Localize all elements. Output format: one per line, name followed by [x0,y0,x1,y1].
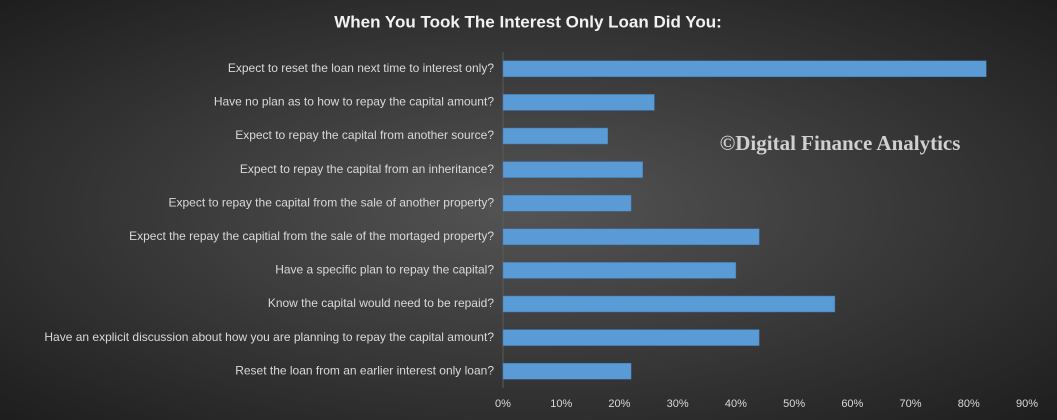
x-tick-label: 10% [550,398,572,410]
bar [502,94,655,111]
bar [502,194,632,212]
y-tick-label: Expect to reset the loan next time to in… [228,61,494,75]
bar [502,161,643,178]
watermark: ©Digital Finance Analytics [720,131,961,155]
bar [502,127,609,145]
x-tick-label: 50% [783,398,805,410]
x-tick-label: 40% [725,398,747,410]
x-tick-label: 0% [495,398,511,410]
y-tick-label: Expect to repay the capital from an inhe… [240,162,494,176]
x-tick-label: 60% [841,398,863,410]
y-tick-label: Reset the loan from an earlier interest … [235,363,494,377]
x-tick-label: 90% [1016,398,1038,410]
bar [502,295,836,313]
x-tick-label: 70% [900,398,922,410]
y-tick-label: Have no plan as to how to repay the capi… [214,95,495,109]
bar [502,262,737,279]
y-tick-label: Have a specific plan to repay the capita… [275,263,494,277]
y-tick-label: Have an explicit discussion about how yo… [44,330,494,344]
y-tick-label: Expect to repay the capital from the sal… [168,195,494,209]
x-tick-label: 20% [608,398,630,410]
bar [502,362,632,380]
bar [502,329,760,346]
bar [502,60,987,78]
x-tick-label: 80% [958,398,980,410]
x-tick-label: 30% [667,398,689,410]
y-tick-label: Expect to repay the capital from another… [235,128,494,142]
y-tick-label: Know the capital would need to be repaid… [268,296,494,310]
y-tick-label: Expect the repay the capitial from the s… [129,229,494,243]
bar [502,228,760,246]
chart-title: When You Took The Interest Only Loan Did… [334,12,722,31]
